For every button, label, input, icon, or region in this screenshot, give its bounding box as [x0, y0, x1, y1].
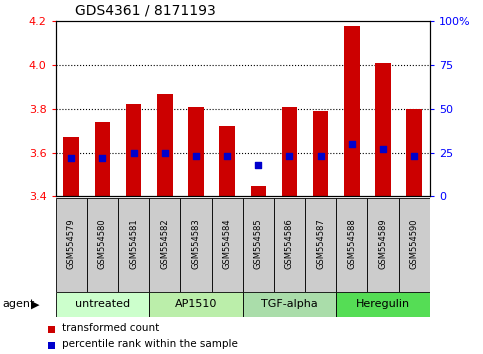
Point — [192, 153, 200, 159]
Text: Heregulin: Heregulin — [356, 299, 410, 309]
Text: GSM554586: GSM554586 — [285, 218, 294, 269]
Point — [161, 150, 169, 155]
Point — [67, 155, 75, 161]
Bar — [126, 104, 142, 196]
Bar — [336, 198, 368, 292]
Point — [99, 155, 106, 161]
Text: GSM554583: GSM554583 — [191, 218, 200, 269]
Text: GSM554590: GSM554590 — [410, 218, 419, 269]
Bar — [188, 107, 204, 196]
Point — [317, 153, 325, 159]
Bar — [157, 93, 172, 196]
Bar — [56, 198, 87, 292]
Bar — [242, 292, 336, 317]
Bar — [95, 122, 110, 196]
Text: transformed count: transformed count — [62, 323, 159, 333]
Bar — [242, 198, 274, 292]
Bar — [149, 198, 180, 292]
Bar — [375, 63, 391, 196]
Text: GSM554589: GSM554589 — [379, 218, 387, 269]
Point — [129, 150, 137, 155]
Point — [348, 141, 356, 147]
Text: GSM554579: GSM554579 — [67, 218, 76, 269]
Bar — [87, 198, 118, 292]
Bar — [63, 137, 79, 196]
Text: GSM554588: GSM554588 — [347, 218, 356, 269]
Text: GSM554580: GSM554580 — [98, 218, 107, 269]
Bar — [56, 292, 149, 317]
Text: GSM554581: GSM554581 — [129, 218, 138, 269]
Text: GSM554587: GSM554587 — [316, 218, 325, 269]
Text: ▶: ▶ — [31, 299, 40, 309]
Bar — [336, 292, 430, 317]
Text: AP1510: AP1510 — [175, 299, 217, 309]
Bar — [407, 109, 422, 196]
Bar — [274, 198, 305, 292]
Bar — [118, 198, 149, 292]
Bar — [212, 198, 242, 292]
Text: percentile rank within the sample: percentile rank within the sample — [62, 339, 238, 349]
Text: untreated: untreated — [75, 299, 130, 309]
Point — [285, 153, 293, 159]
Text: GSM554582: GSM554582 — [160, 218, 169, 269]
Bar — [251, 185, 266, 196]
Point — [411, 153, 418, 159]
Bar — [180, 198, 212, 292]
Point — [223, 153, 231, 159]
Text: GSM554584: GSM554584 — [223, 218, 232, 269]
Bar — [398, 198, 430, 292]
Text: GSM554585: GSM554585 — [254, 218, 263, 269]
Bar — [305, 198, 336, 292]
Bar — [282, 107, 298, 196]
Bar — [313, 111, 328, 196]
Bar — [344, 25, 360, 196]
Text: TGF-alpha: TGF-alpha — [261, 299, 318, 309]
Bar — [149, 292, 242, 317]
Bar — [219, 126, 235, 196]
Text: GDS4361 / 8171193: GDS4361 / 8171193 — [75, 4, 215, 18]
Text: agent: agent — [2, 299, 35, 309]
Point — [379, 146, 387, 152]
Point — [255, 162, 262, 168]
Bar — [368, 198, 398, 292]
